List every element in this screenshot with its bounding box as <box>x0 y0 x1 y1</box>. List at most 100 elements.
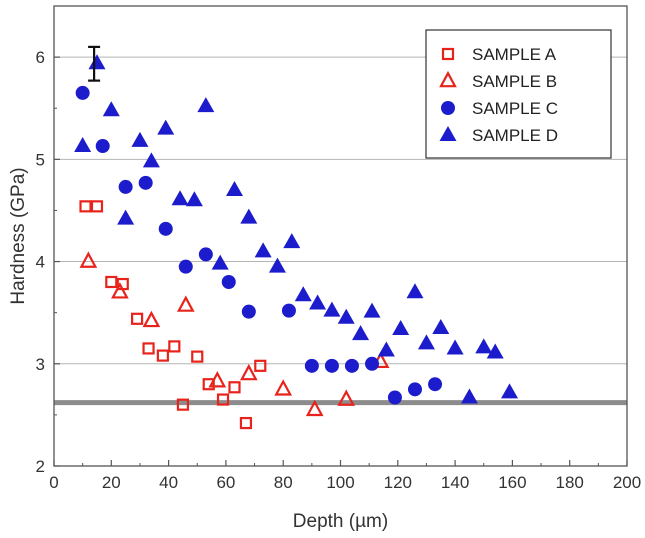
point-sample-d-4 <box>131 131 149 147</box>
point-sample-d-27 <box>446 339 464 355</box>
point-sample-c-6 <box>198 247 213 262</box>
point-sample-c-1 <box>95 139 110 154</box>
point-sample-c-11 <box>324 358 339 373</box>
legend-label-3: SAMPLE D <box>472 126 558 145</box>
point-sample-c-10 <box>304 358 319 373</box>
point-sample-d-0 <box>74 137 92 153</box>
point-sample-a-6 <box>156 349 169 362</box>
point-sample-c-13 <box>365 356 380 371</box>
x-tick-label-10: 200 <box>613 473 641 492</box>
point-sample-b-6 <box>274 379 293 396</box>
point-sample-d-28 <box>460 388 478 404</box>
point-sample-c-4 <box>158 221 173 236</box>
point-sample-b-4 <box>208 371 227 388</box>
point-sample-a-12 <box>228 381 241 394</box>
point-sample-b-3 <box>176 295 195 312</box>
x-tick-label-8: 160 <box>498 473 526 492</box>
x-tick-label-0: 0 <box>49 473 58 492</box>
point-sample-a-8 <box>176 398 190 411</box>
point-sample-d-16 <box>294 286 312 302</box>
point-sample-a-2 <box>105 275 118 289</box>
point-sample-d-7 <box>171 190 189 206</box>
point-sample-d-23 <box>392 320 410 336</box>
point-sample-a-5 <box>142 342 155 355</box>
x-tick-label-6: 120 <box>384 473 412 492</box>
point-sample-c-7 <box>221 275 236 289</box>
point-sample-a-13 <box>239 416 253 430</box>
legend-box <box>425 29 612 159</box>
point-sample-d-3 <box>117 209 135 225</box>
point-sample-a-4 <box>130 312 144 325</box>
point-sample-d-8 <box>185 191 203 207</box>
marks-layer <box>74 54 519 430</box>
x-tick-label-5: 100 <box>326 473 354 492</box>
point-sample-d-20 <box>352 325 370 341</box>
point-sample-d-10 <box>211 254 229 270</box>
point-sample-d-11 <box>225 181 243 196</box>
point-sample-a-11 <box>216 393 230 406</box>
point-sample-d-9 <box>197 97 215 113</box>
point-sample-d-24 <box>406 283 424 299</box>
y-tick-label-0: 2 <box>36 457 45 476</box>
point-sample-d-1 <box>88 54 106 70</box>
series-sample-d <box>74 54 519 404</box>
x-tick-label-9: 180 <box>556 473 584 492</box>
series-sample-c <box>75 85 443 405</box>
x-tick-label-4: 80 <box>274 473 293 492</box>
point-sample-b-5 <box>239 363 258 381</box>
point-sample-d-17 <box>309 294 327 310</box>
point-sample-d-13 <box>254 242 272 258</box>
point-sample-c-14 <box>387 390 402 405</box>
point-sample-c-12 <box>344 358 359 373</box>
point-sample-d-6 <box>157 119 175 135</box>
point-sample-c-3 <box>138 175 153 190</box>
point-sample-d-30 <box>486 343 504 359</box>
point-sample-a-9 <box>191 350 204 363</box>
x-tick-label-3: 60 <box>216 473 235 492</box>
x-axis-title: Depth (µm) <box>293 511 388 532</box>
series-sample-b <box>79 251 390 417</box>
point-sample-a-10 <box>202 378 215 391</box>
point-sample-c-0 <box>75 85 90 100</box>
ticks-layer: 0 20 40 60 80 100 120 140 160 180 200 2 3 4 5 6 <box>36 5 641 492</box>
point-sample-d-22 <box>377 341 395 357</box>
point-sample-b-1 <box>111 282 129 299</box>
legend-label-0: SAMPLE A <box>472 45 557 64</box>
point-sample-d-21 <box>363 302 381 318</box>
y-tick-label-4: 6 <box>36 48 45 67</box>
point-sample-d-26 <box>432 319 450 334</box>
point-sample-d-15 <box>283 233 301 249</box>
error-bar-layer <box>88 45 101 82</box>
point-sample-d-5 <box>142 152 160 168</box>
legend-label-2: SAMPLE C <box>472 99 558 118</box>
legend-marker-1 <box>439 70 457 88</box>
legend-marker-2 <box>441 101 455 115</box>
point-sample-b-8 <box>337 389 356 406</box>
point-sample-c-9 <box>281 303 296 318</box>
point-sample-c-16 <box>428 377 443 392</box>
y-tick-label-1: 3 <box>36 355 45 374</box>
point-sample-d-29 <box>475 338 493 354</box>
y-tick-label-3: 5 <box>36 150 45 169</box>
legend: SAMPLE A SAMPLE B SAMPLE C SAMPLE D <box>425 29 612 159</box>
x-tick-label-7: 140 <box>441 473 469 492</box>
point-sample-d-14 <box>268 257 286 273</box>
point-sample-c-5 <box>178 259 193 274</box>
point-sample-a-7 <box>168 340 181 353</box>
point-sample-a-14 <box>254 359 267 372</box>
point-sample-d-25 <box>417 334 435 350</box>
point-sample-d-18 <box>323 301 341 317</box>
series-sample-a <box>79 200 267 430</box>
point-sample-a-0 <box>79 200 92 213</box>
point-sample-b-7 <box>305 399 324 417</box>
point-sample-b-2 <box>142 310 161 328</box>
legend-marker-3 <box>439 126 457 141</box>
point-sample-c-15 <box>407 382 422 397</box>
legend-marker-0 <box>441 47 455 61</box>
x-tick-label-2: 40 <box>159 473 178 492</box>
y-axis-title: Hardness (GPa) <box>8 167 29 304</box>
legend-label-1: SAMPLE B <box>472 72 557 91</box>
point-sample-c-2 <box>118 179 133 194</box>
point-sample-d-12 <box>240 208 258 224</box>
